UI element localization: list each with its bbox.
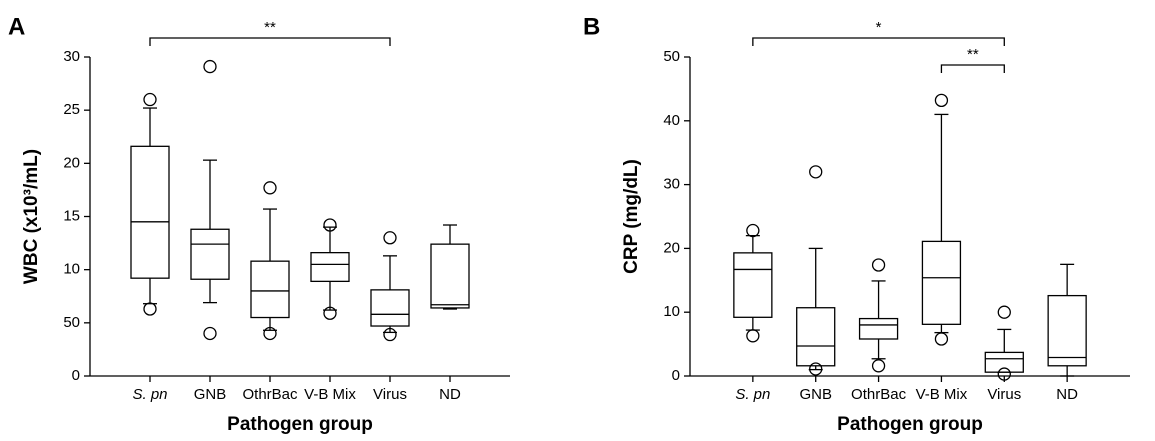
x-tick-label: ND bbox=[439, 386, 461, 403]
significance-label: ** bbox=[264, 19, 276, 36]
y-tick-label: 0 bbox=[672, 367, 680, 384]
y-tick-label: 15 bbox=[63, 207, 80, 224]
y-tick-label: 40 bbox=[663, 112, 680, 129]
box bbox=[250, 260, 290, 319]
box bbox=[921, 240, 962, 325]
outlier bbox=[809, 362, 823, 376]
outlier bbox=[746, 223, 760, 238]
y-tick-label: 10 bbox=[663, 303, 680, 320]
panel-label: B bbox=[583, 13, 600, 40]
significance-bracket bbox=[752, 37, 1005, 46]
outlier bbox=[323, 306, 337, 320]
y-tick-label: 25 bbox=[63, 101, 80, 118]
box bbox=[858, 317, 899, 340]
box bbox=[130, 145, 170, 279]
box bbox=[796, 307, 836, 367]
outlier bbox=[143, 302, 157, 316]
outlier bbox=[746, 329, 760, 343]
box bbox=[733, 252, 773, 318]
outlier bbox=[383, 231, 397, 245]
y-tick-label: 30 bbox=[63, 48, 80, 65]
y-axis-title: CRP (mg/dL) bbox=[621, 159, 642, 274]
outlier bbox=[143, 92, 157, 107]
y-tick-label: 20 bbox=[663, 239, 680, 256]
significance-label: ** bbox=[967, 46, 979, 63]
outlier bbox=[383, 327, 397, 342]
x-tick-label: S. pn bbox=[132, 386, 167, 403]
significance-bracket bbox=[940, 64, 1005, 73]
x-tick-label: OthrBac bbox=[242, 386, 298, 403]
outlier bbox=[809, 165, 823, 179]
outlier bbox=[871, 359, 886, 373]
x-tick-label: V-B Mix bbox=[916, 386, 968, 403]
y-tick-label: 30 bbox=[663, 176, 680, 193]
outlier bbox=[997, 367, 1011, 381]
box bbox=[1047, 294, 1087, 367]
x-tick-label: OthrBac bbox=[851, 386, 907, 403]
significance-label: * bbox=[876, 19, 882, 36]
box bbox=[430, 243, 470, 309]
y-tick-label: 50 bbox=[63, 314, 80, 331]
y-tick-label: 10 bbox=[63, 261, 80, 278]
y-tick-label: 0 bbox=[72, 367, 80, 384]
x-tick-label: S. pn bbox=[735, 386, 770, 403]
x-axis-title: Pathogen group bbox=[837, 414, 983, 435]
outlier bbox=[997, 305, 1011, 319]
box bbox=[370, 289, 410, 327]
significance-bracket bbox=[149, 37, 391, 46]
y-tick-label: 50 bbox=[663, 48, 680, 65]
x-tick-label: Virus bbox=[987, 386, 1021, 403]
x-tick-label: Virus bbox=[373, 386, 407, 403]
y-axis-title: WBC (x10³/mL) bbox=[21, 149, 42, 284]
outlier bbox=[263, 181, 277, 195]
box bbox=[190, 228, 230, 280]
x-tick-label: GNB bbox=[194, 386, 227, 403]
y-tick-label: 20 bbox=[63, 154, 80, 171]
outlier bbox=[871, 258, 886, 272]
x-axis-title: Pathogen group bbox=[227, 414, 373, 435]
outlier bbox=[263, 326, 277, 341]
x-tick-label: GNB bbox=[799, 386, 832, 403]
box bbox=[310, 252, 350, 283]
panel-label: A bbox=[8, 13, 25, 40]
outlier bbox=[203, 59, 217, 74]
x-tick-label: ND bbox=[1056, 386, 1078, 403]
box bbox=[984, 351, 1024, 373]
outlier bbox=[323, 218, 337, 232]
outlier bbox=[203, 326, 217, 341]
x-tick-label: V-B Mix bbox=[304, 386, 356, 403]
outlier bbox=[934, 93, 949, 108]
outlier bbox=[934, 332, 949, 346]
